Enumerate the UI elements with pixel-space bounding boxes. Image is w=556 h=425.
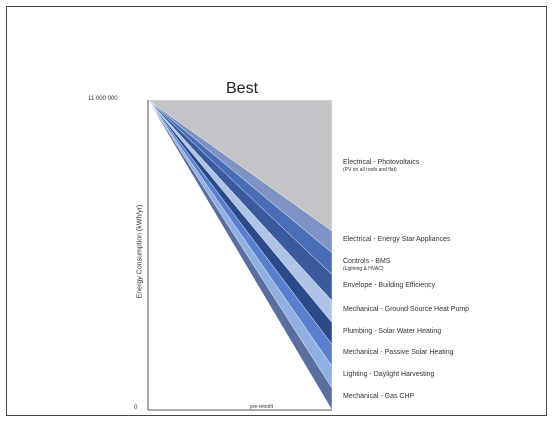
chart-title: Best bbox=[226, 80, 259, 97]
legend-note-3: (Lighting & HVAC) bbox=[343, 265, 384, 272]
band-9 bbox=[147, 99, 333, 411]
legend-label-9: Mechanical - Gas CHP bbox=[343, 393, 415, 401]
legend-label-2: Electrical - Energy Star Appliances bbox=[343, 235, 451, 243]
legend-label-3: Controls - BMS bbox=[343, 257, 391, 265]
y-tick-bottom: 0 bbox=[134, 405, 138, 411]
legend-label-4: Envelope - Building Efficiency bbox=[343, 281, 436, 289]
x-note: pre-retrofit bbox=[250, 404, 274, 410]
legend-label-8: Lighting - Daylight Harvesting bbox=[343, 371, 435, 379]
legend-label-1: Electrical - Photovoltaics bbox=[343, 159, 420, 167]
legend-label-7: Mechanical - Passive Solar Heating bbox=[343, 349, 454, 357]
legend-label-5: Mechanical - Ground Source Heat Pump bbox=[343, 305, 470, 313]
y-axis-label: Energy Consumption (kWh/yr) bbox=[136, 204, 144, 299]
legend-label-6: Plumbing - Solar Water Heating bbox=[343, 327, 442, 335]
legend-note-1: (PV on all roofs and flat) bbox=[343, 167, 397, 174]
y-tick-top: 11 000 000 bbox=[88, 96, 118, 102]
